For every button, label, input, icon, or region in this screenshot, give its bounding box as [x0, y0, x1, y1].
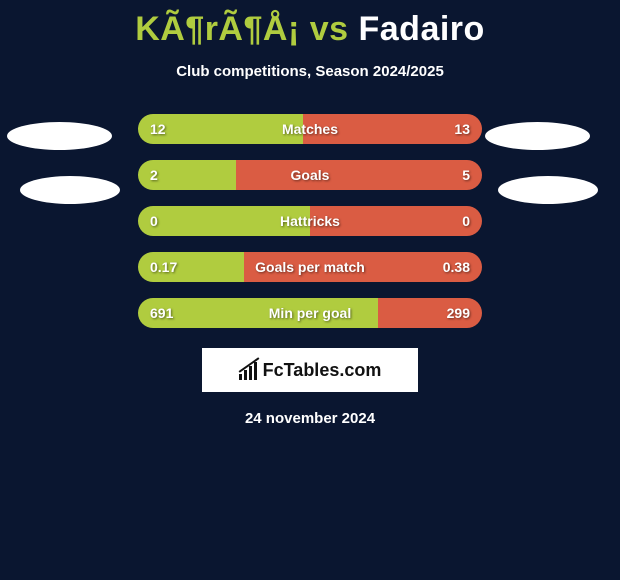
decorative-ellipse: [485, 122, 590, 150]
stat-label: Goals per match: [138, 252, 482, 282]
date-text: 24 november 2024: [245, 410, 375, 427]
stat-label: Min per goal: [138, 298, 482, 328]
stat-label: Hattricks: [138, 206, 482, 236]
bars-icon: [239, 360, 257, 380]
decorative-ellipse: [7, 122, 112, 150]
decorative-ellipse: [498, 176, 598, 204]
logo-text: FcTables.com: [263, 360, 382, 381]
title-left: KÃ¶rÃ¶Å¡: [135, 10, 300, 48]
stat-row: 1213Matches: [138, 114, 482, 144]
subtitle: Club competitions, Season 2024/2025: [176, 63, 444, 80]
stat-row: 00Hattricks: [138, 206, 482, 236]
stat-row: 691299Min per goal: [138, 298, 482, 328]
stats-container: 1213Matches 25Goals 00Hattricks 0.170.38Goa…: [138, 114, 482, 328]
stat-label: Matches: [138, 114, 482, 144]
logo-box: FcTables.com: [202, 348, 418, 392]
page-root: KÃ¶rÃ¶Å¡ vs Fadairo Club competitions, S…: [0, 0, 620, 580]
stat-row: 25Goals: [138, 160, 482, 190]
stat-row: 0.170.38Goals per match: [138, 252, 482, 282]
stat-label: Goals: [138, 160, 482, 190]
decorative-ellipse: [20, 176, 120, 204]
page-title: KÃ¶rÃ¶Å¡ vs Fadairo: [135, 10, 485, 49]
title-right: Fadairo: [359, 10, 485, 48]
title-vs: vs: [300, 10, 359, 48]
